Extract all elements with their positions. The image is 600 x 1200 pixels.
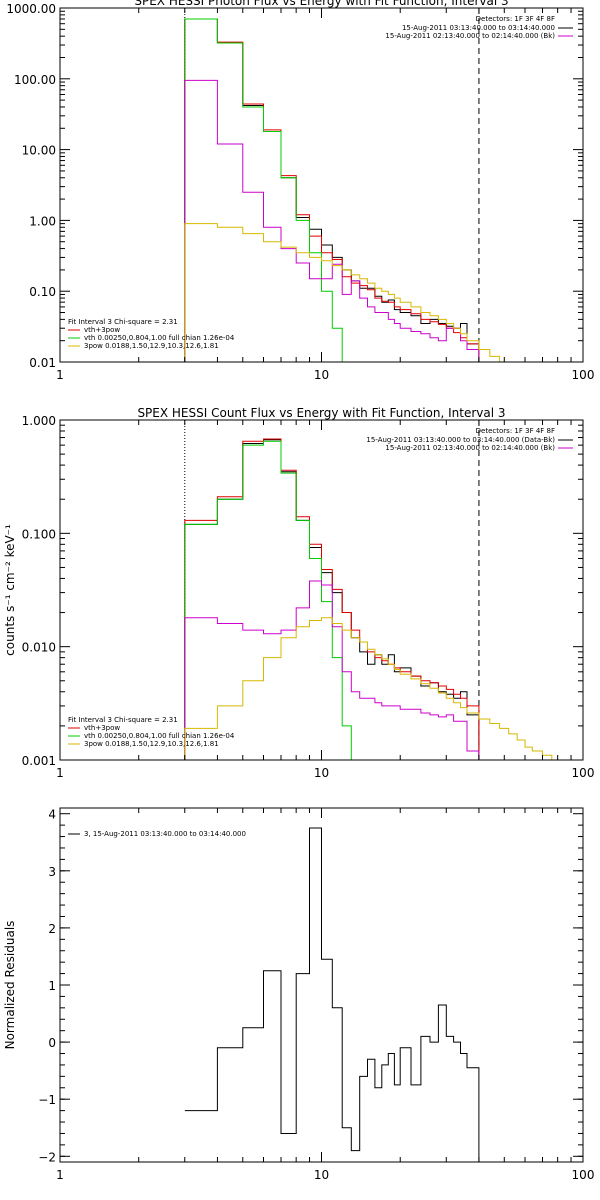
- y-tick-label: 0.01: [29, 356, 56, 370]
- y-tick-label: −1: [38, 1093, 56, 1107]
- x-tick-label: 100: [572, 1168, 595, 1182]
- y-tick-label: 0.010: [22, 641, 56, 655]
- legend-title: Detectors: 1F 3F 4F 8F: [476, 427, 555, 435]
- y-tick-label: 1: [48, 979, 56, 993]
- legend-entry-label: vth 0.00250,0.804,1.00 full chian 1.26e-…: [84, 334, 235, 342]
- legend-entry-label: 3, 15-Aug-2011 03:13:40.000 to 03:14:40.…: [84, 830, 246, 838]
- y-tick-label: 100.00: [14, 73, 56, 87]
- chart-title: SPEX HESSI Count Flux vs Energy with Fit…: [137, 406, 505, 420]
- fit-legend-header: Fit Interval 3 Chi-square = 2.31: [68, 318, 178, 326]
- legend-entry-label: 15-Aug-2011 03:13:40.000 to 03:14:40.000: [402, 24, 555, 32]
- y-axis-label: counts s⁻¹ cm⁻² keV⁻¹: [3, 524, 17, 656]
- x-tick-label: 100: [572, 766, 595, 780]
- y-tick-label: 0: [48, 1036, 56, 1050]
- legend-title: Detectors: 1F 3F 4F 8F: [476, 15, 555, 23]
- y-tick-label: −2: [38, 1150, 56, 1164]
- x-tick-label: 10: [314, 766, 329, 780]
- legend-entry-label: vth 0.00250,0.804,1.00 full chian 1.26e-…: [84, 732, 235, 740]
- y-axis-label: Normalized Residuals: [3, 921, 17, 1050]
- series-1-line: [184, 827, 480, 1162]
- series-group: [184, 18, 509, 362]
- y-tick-label: 2: [48, 922, 56, 936]
- series-5-line: [184, 223, 509, 362]
- x-tick-label: 1: [56, 368, 64, 382]
- x-tick-label: 10: [314, 1168, 329, 1182]
- y-tick-label: 0.10: [29, 285, 56, 299]
- y-tick-label: 0.001: [22, 754, 56, 768]
- series-group: [184, 438, 561, 760]
- series-4-line: [184, 79, 480, 362]
- legend-entry-label: 3pow 0.0188,1.50,12.9,10.3,12.6,1.81: [84, 740, 219, 748]
- x-tick-label: 1: [56, 766, 64, 780]
- series-5-line: [184, 617, 561, 760]
- legend-top-left: 3, 15-Aug-2011 03:13:40.000 to 03:14:40.…: [68, 830, 246, 838]
- fit-legend-header: Fit Interval 3 Chi-square = 2.31: [68, 716, 178, 724]
- y-tick-label: 3: [48, 865, 56, 879]
- legend-entry-label: 15-Aug-2011 03:13:40.000 to 03:14:40.000…: [366, 436, 555, 444]
- legend-entry-label: vth+3pow: [84, 724, 120, 732]
- y-tick-label: 0.100: [22, 527, 56, 541]
- y-tick-label: 4: [48, 808, 56, 822]
- y-tick-label: 10.00: [22, 144, 56, 158]
- x-tick-label: 100: [572, 368, 595, 382]
- series-group: [184, 827, 480, 1162]
- legend-entry-label: 15-Aug-2011 02:13:40.000 to 02:14:40.000…: [385, 32, 555, 40]
- series-3-line: [184, 440, 360, 760]
- chart-panel-1: SPEX HESSI Photon Flux vs Energy with Fi…: [6, 0, 594, 382]
- x-tick-label: 10: [314, 368, 329, 382]
- chart-title: SPEX HESSI Photon Flux vs Energy with Fi…: [134, 0, 508, 8]
- series-3-line: [184, 18, 352, 362]
- x-tick-label: 1: [56, 1168, 64, 1182]
- legend-bottom-left: Fit Interval 3 Chi-square = 2.31vth+3pow…: [68, 716, 235, 748]
- legend-entry-label: 3pow 0.0188,1.50,12.9,10.3,12.6,1.81: [84, 342, 219, 350]
- legend-entry-label: vth+3pow: [84, 326, 120, 334]
- legend-bottom-left: Fit Interval 3 Chi-square = 2.31vth+3pow…: [68, 318, 235, 350]
- chart-panel-2: SPEX HESSI Count Flux vs Energy with Fit…: [3, 406, 594, 780]
- chart-panel-3: Normalized Residuals 1 10 100 −2 −1 0 1 2 3 4 3, 15…: [3, 807, 595, 1182]
- series-4-line: [184, 580, 480, 760]
- y-tick-label: 1.000: [22, 414, 56, 428]
- y-tick-label: 1.00: [29, 214, 56, 228]
- y-tick-label: 1000.00: [6, 2, 56, 16]
- legend-entry-label: 15-Aug-2011 02:13:40.000 to 02:14:40.000…: [385, 444, 555, 452]
